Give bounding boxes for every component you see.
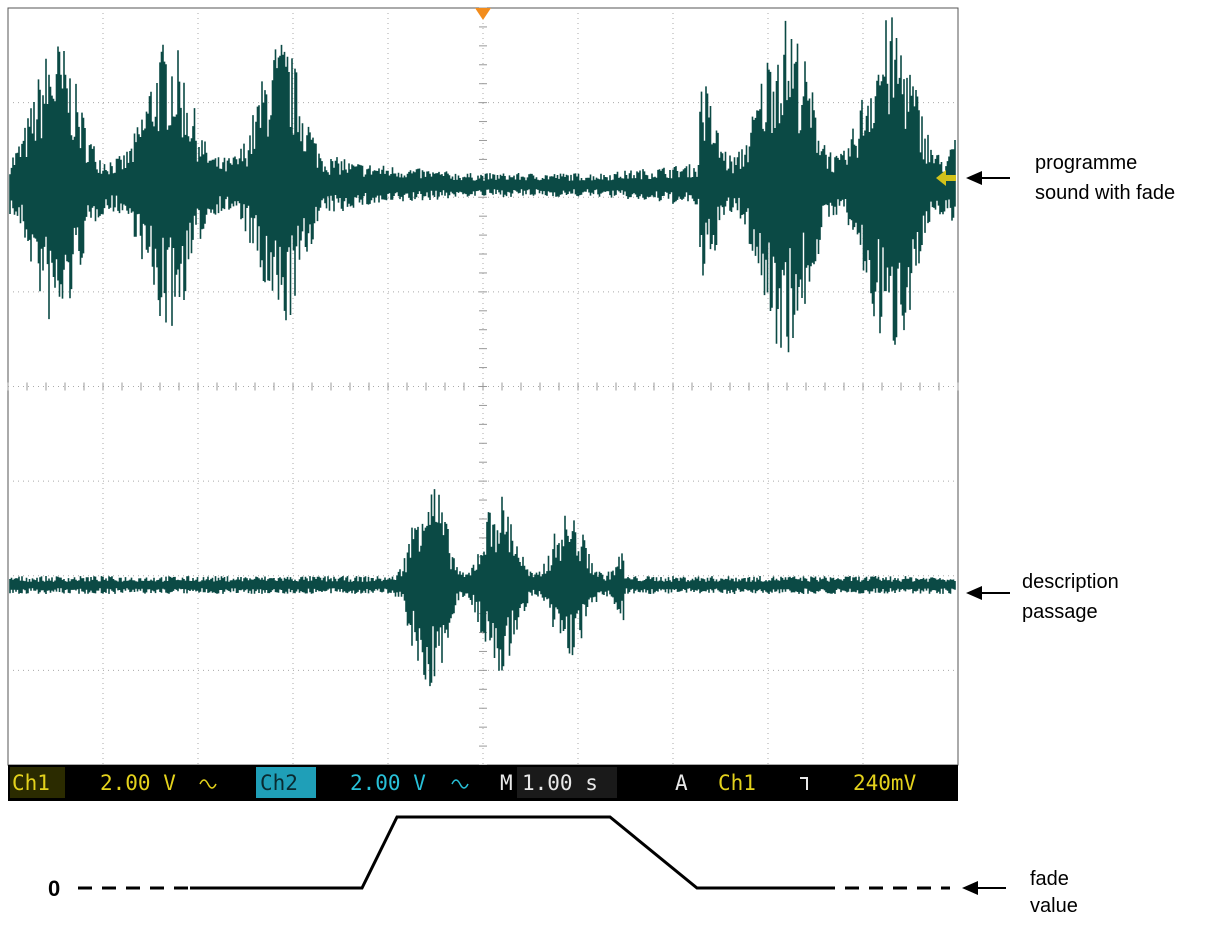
annotation: value — [1030, 895, 1078, 917]
annotation: fade — [1030, 868, 1069, 890]
trigger-level: 240mV — [853, 771, 917, 795]
timebase-label: M — [500, 771, 513, 795]
figure: Ch1 2.00 V Ch2 2.00 V M 1.00 s A Ch1 240… — [0, 0, 1223, 952]
arrow-head — [962, 881, 978, 895]
annotation: description — [1022, 571, 1119, 593]
annotation: passage — [1022, 601, 1098, 623]
annotation: sound with fade — [1035, 182, 1175, 204]
trigger-source: Ch1 — [718, 771, 756, 795]
ch2-scale: 2.00 V — [350, 771, 426, 795]
arrow-heads — [962, 171, 982, 895]
annotation: programme — [1035, 152, 1137, 174]
arrow-head — [966, 171, 982, 185]
trigger-label: A — [675, 771, 688, 795]
arrow-head — [966, 586, 982, 600]
timebase: 1.00 s — [522, 771, 598, 795]
fade-curve — [190, 817, 835, 888]
ch1-label: Ch1 — [12, 771, 50, 795]
page: Ch1 2.00 V Ch2 2.00 V M 1.00 s A Ch1 240… — [0, 0, 1223, 952]
ch2-label: Ch2 — [260, 771, 298, 795]
zero-label: 0 — [48, 876, 60, 901]
ch1-scale: 2.00 V — [100, 771, 176, 795]
arrows — [968, 178, 1010, 888]
